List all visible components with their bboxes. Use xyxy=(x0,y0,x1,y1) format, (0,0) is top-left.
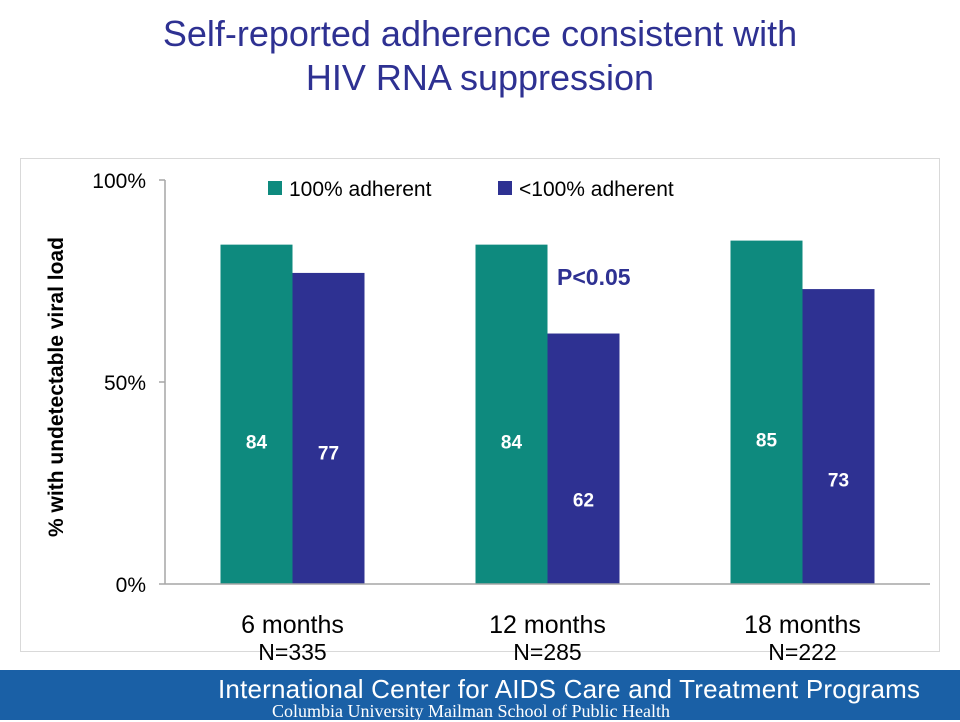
footer-banner: International Center for AIDS Care and T… xyxy=(0,670,960,721)
footer-school: Columbia University Mailman School of Pu… xyxy=(272,701,670,721)
x-category-label: 6 months xyxy=(241,611,344,639)
title-line-2: HIV RNA suppression xyxy=(305,57,655,98)
x-category-label: 12 months xyxy=(489,611,606,639)
chart-frame xyxy=(20,158,940,652)
y-tick-label: 0% xyxy=(116,574,146,597)
bar-nonadherent xyxy=(802,289,875,584)
bar-value-label: 62 xyxy=(573,490,594,511)
legend-label: <100% adherent xyxy=(519,178,674,201)
bar-adherent xyxy=(220,244,293,584)
footer-organization: International Center for AIDS Care and T… xyxy=(218,674,921,704)
y-tick-label: 100% xyxy=(92,170,146,193)
y-tick-label: 50% xyxy=(104,372,146,395)
bar-nonadherent xyxy=(292,272,365,584)
sample-size-label: N=285 xyxy=(513,639,581,665)
x-category-label: 18 months xyxy=(744,611,861,639)
sample-size-label: N=222 xyxy=(768,639,836,665)
title-line-1: Self-reported adherence consistent with xyxy=(162,13,798,54)
bar-adherent xyxy=(730,240,803,584)
bar-adherent xyxy=(475,244,548,584)
legend-label: 100% adherent xyxy=(289,178,432,201)
bar-value-label: 77 xyxy=(318,444,339,465)
y-axis-label: % with undetectable viral load xyxy=(45,237,68,537)
bar-value-label: 84 xyxy=(501,432,523,453)
bar-value-label: 85 xyxy=(756,431,778,452)
bar-value-label: 73 xyxy=(828,471,849,492)
legend-swatch xyxy=(498,181,512,195)
slide-title: Self-reported adherence consistent with … xyxy=(0,12,960,100)
legend-swatch xyxy=(268,181,282,195)
sample-size-label: N=335 xyxy=(258,639,326,665)
bar-nonadherent xyxy=(547,333,620,584)
bar-value-label: 84 xyxy=(246,432,268,453)
significance-annotation: P<0.05 xyxy=(557,264,631,290)
